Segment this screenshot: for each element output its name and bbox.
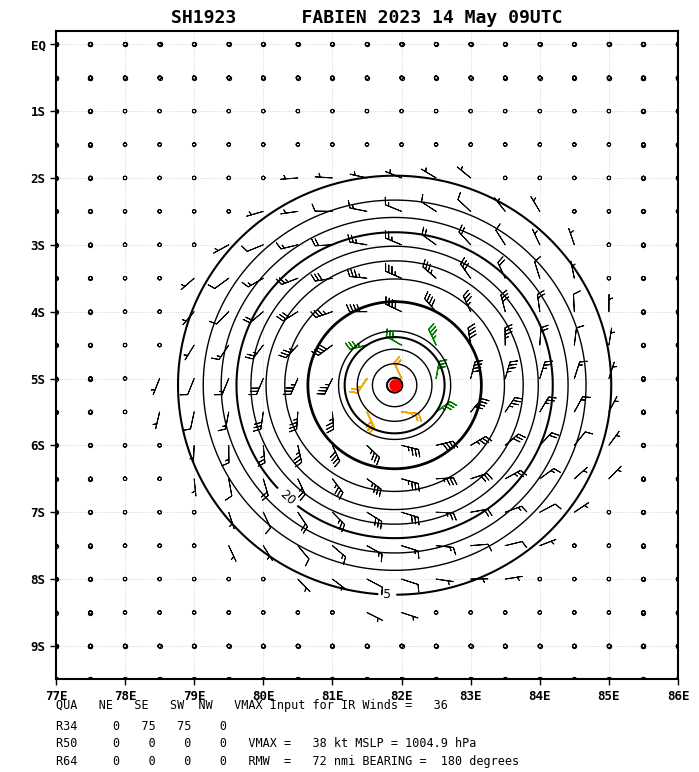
Text: 20: 20	[277, 487, 298, 508]
Text: R64     0    0    0    0   RMW  =   72 nmi BEARING =  180 degrees: R64 0 0 0 0 RMW = 72 nmi BEARING = 180 d…	[56, 755, 519, 768]
Text: R50     0    0    0    0   VMAX =   38 kt MSLP = 1004.9 hPa: R50 0 0 0 0 VMAX = 38 kt MSLP = 1004.9 h…	[56, 737, 476, 750]
Text: 5: 5	[383, 588, 391, 601]
Text: QUA   NE   SE   SW  NW   VMAX Input for IR Winds =   36: QUA NE SE SW NW VMAX Input for IR Winds …	[56, 699, 448, 712]
Title: SH1923      FABIEN 2023 14 May 09UTC: SH1923 FABIEN 2023 14 May 09UTC	[171, 8, 563, 26]
Text: R34     0   75   75    0: R34 0 75 75 0	[56, 720, 227, 733]
